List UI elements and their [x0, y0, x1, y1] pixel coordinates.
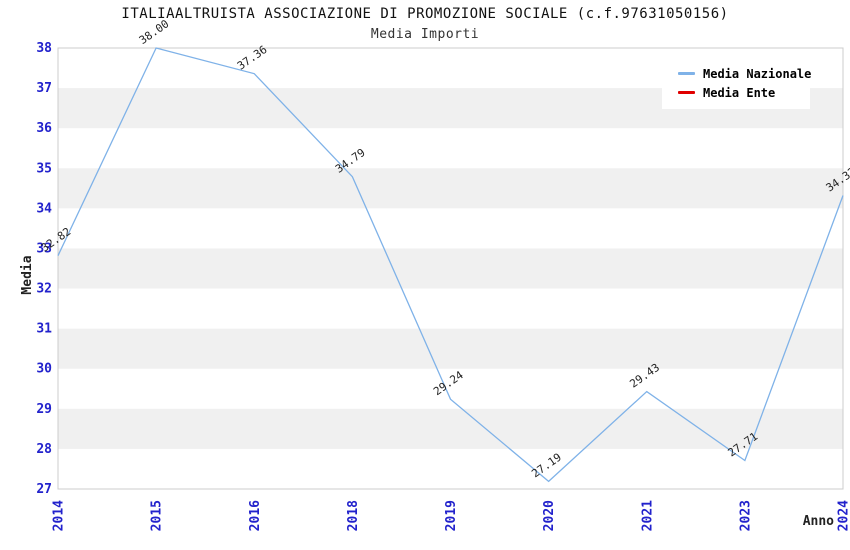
- chart-subtitle: Media Importi: [370, 27, 480, 42]
- y-tick-label: 27: [36, 482, 52, 497]
- x-tick-label: 2023: [738, 500, 753, 531]
- y-axis-title: Media: [20, 255, 35, 294]
- data-point-label: 27.19: [529, 451, 564, 481]
- x-axis-title: Anno: [803, 514, 834, 529]
- data-point-label: 37.36: [235, 43, 270, 73]
- plot-band: [58, 328, 843, 369]
- y-tick-label: 30: [36, 362, 52, 377]
- plot-border: [57, 47, 844, 490]
- x-tick-label: 2014: [52, 500, 67, 531]
- y-tick-label: 32: [36, 282, 52, 297]
- legend-item-media-nazionale: Media Nazionale: [678, 64, 812, 83]
- x-tick-label: 2024: [837, 500, 850, 531]
- x-tick-label: 2016: [248, 500, 263, 531]
- x-tick-label: 2018: [346, 500, 361, 531]
- x-tick-label: 2015: [150, 500, 165, 531]
- x-tick-label: 2021: [640, 500, 655, 531]
- y-tick-label: 29: [36, 402, 52, 417]
- x-tick-label: 2019: [444, 500, 459, 531]
- legend-label-media-nazionale: Media Nazionale: [703, 66, 812, 81]
- y-tick-label: 38: [36, 41, 52, 56]
- series-line: [57, 47, 844, 483]
- y-tick-label: 37: [36, 81, 52, 96]
- x-tick-label: 2020: [542, 500, 557, 531]
- plot-band: [58, 408, 843, 449]
- plot-band: [58, 248, 843, 289]
- media-nazionale-line-swatch: [678, 72, 695, 75]
- y-tick-label: 36: [36, 121, 52, 136]
- y-tick-label: 33: [36, 241, 52, 256]
- plot-band: [58, 168, 843, 209]
- legend-item-media-ente: Media Ente: [678, 83, 810, 102]
- chart-title: ITALIAALTRUISTA ASSOCIAZIONE DI PROMOZIO…: [121, 6, 729, 22]
- legend-label-media-ente: Media Ente: [703, 85, 776, 100]
- data-point-label: 38.00: [137, 17, 172, 47]
- y-tick-label: 35: [36, 161, 52, 176]
- y-tick-label: 28: [36, 442, 52, 457]
- legend: Media Nazionale Media Ente: [662, 57, 812, 109]
- media-ente-line-swatch: [678, 91, 695, 94]
- y-tick-label: 31: [36, 322, 52, 337]
- y-tick-label: 34: [36, 201, 52, 216]
